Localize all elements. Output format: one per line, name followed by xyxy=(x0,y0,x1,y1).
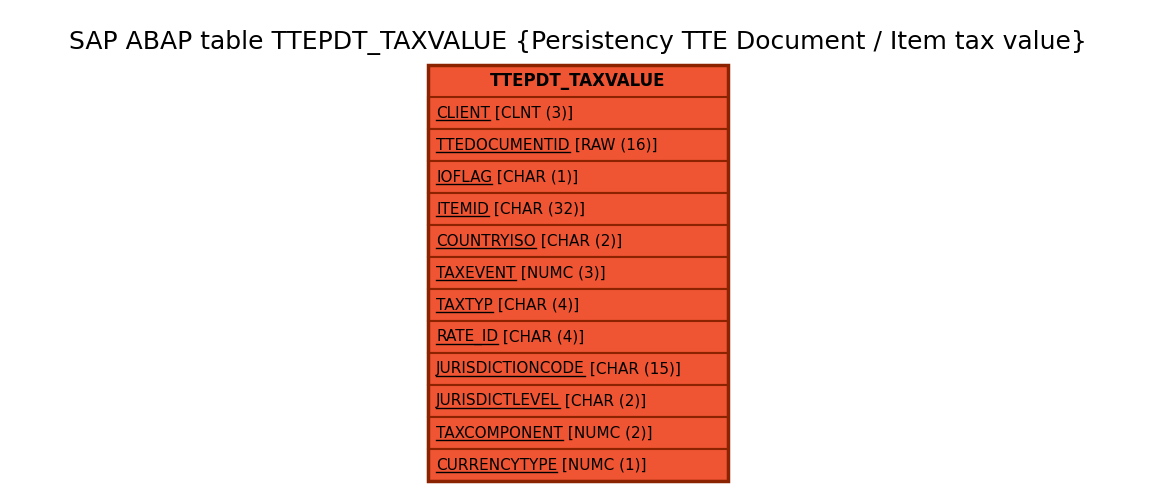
Bar xyxy=(428,353,728,385)
Bar xyxy=(428,449,728,481)
Bar xyxy=(428,65,728,97)
Bar xyxy=(428,321,728,353)
Text: COUNTRYISO: COUNTRYISO xyxy=(436,234,535,249)
Text: [CHAR (4)]: [CHAR (4)] xyxy=(492,297,579,312)
Text: CURRENCYTYPE: CURRENCYTYPE xyxy=(436,458,557,473)
Bar xyxy=(428,385,728,417)
Text: [CHAR (4)]: [CHAR (4)] xyxy=(498,329,585,344)
Text: JURISDICTLEVEL: JURISDICTLEVEL xyxy=(436,394,560,409)
Text: SAP ABAP table TTEPDT_TAXVALUE {Persistency TTE Document / Item tax value}: SAP ABAP table TTEPDT_TAXVALUE {Persiste… xyxy=(69,30,1087,55)
Text: [NUMC (3)]: [NUMC (3)] xyxy=(516,265,605,280)
Text: [NUMC (1)]: [NUMC (1)] xyxy=(557,458,646,473)
Text: TTEDOCUMENTID: TTEDOCUMENTID xyxy=(436,138,570,153)
Bar xyxy=(428,225,728,257)
Text: TTEPDT_TAXVALUE: TTEPDT_TAXVALUE xyxy=(490,72,666,90)
Bar xyxy=(428,65,728,481)
Text: IOFLAG: IOFLAG xyxy=(436,170,492,185)
Text: TAXCOMPONENT: TAXCOMPONENT xyxy=(436,426,563,441)
Text: RATE_ID: RATE_ID xyxy=(436,329,498,345)
Text: TAXTYP: TAXTYP xyxy=(436,297,492,312)
Text: [CHAR (15)]: [CHAR (15)] xyxy=(585,361,681,377)
Text: [CHAR (1)]: [CHAR (1)] xyxy=(492,170,578,185)
Text: [CHAR (2)]: [CHAR (2)] xyxy=(560,394,646,409)
Text: [RAW (16)]: [RAW (16)] xyxy=(570,138,657,153)
Text: ITEMID: ITEMID xyxy=(436,202,489,217)
Text: JURISDICTIONCODE: JURISDICTIONCODE xyxy=(436,361,585,377)
Text: [CHAR (2)]: [CHAR (2)] xyxy=(535,234,622,249)
Text: [CLNT (3)]: [CLNT (3)] xyxy=(490,105,573,120)
Bar xyxy=(428,193,728,225)
Text: TAXEVENT: TAXEVENT xyxy=(436,265,516,280)
Text: CLIENT: CLIENT xyxy=(436,105,490,120)
Text: [CHAR (32)]: [CHAR (32)] xyxy=(489,202,585,217)
Bar xyxy=(428,129,728,161)
Bar xyxy=(428,97,728,129)
Text: [NUMC (2)]: [NUMC (2)] xyxy=(563,426,652,441)
Bar xyxy=(428,289,728,321)
Bar xyxy=(428,417,728,449)
Bar xyxy=(428,161,728,193)
Bar xyxy=(428,257,728,289)
